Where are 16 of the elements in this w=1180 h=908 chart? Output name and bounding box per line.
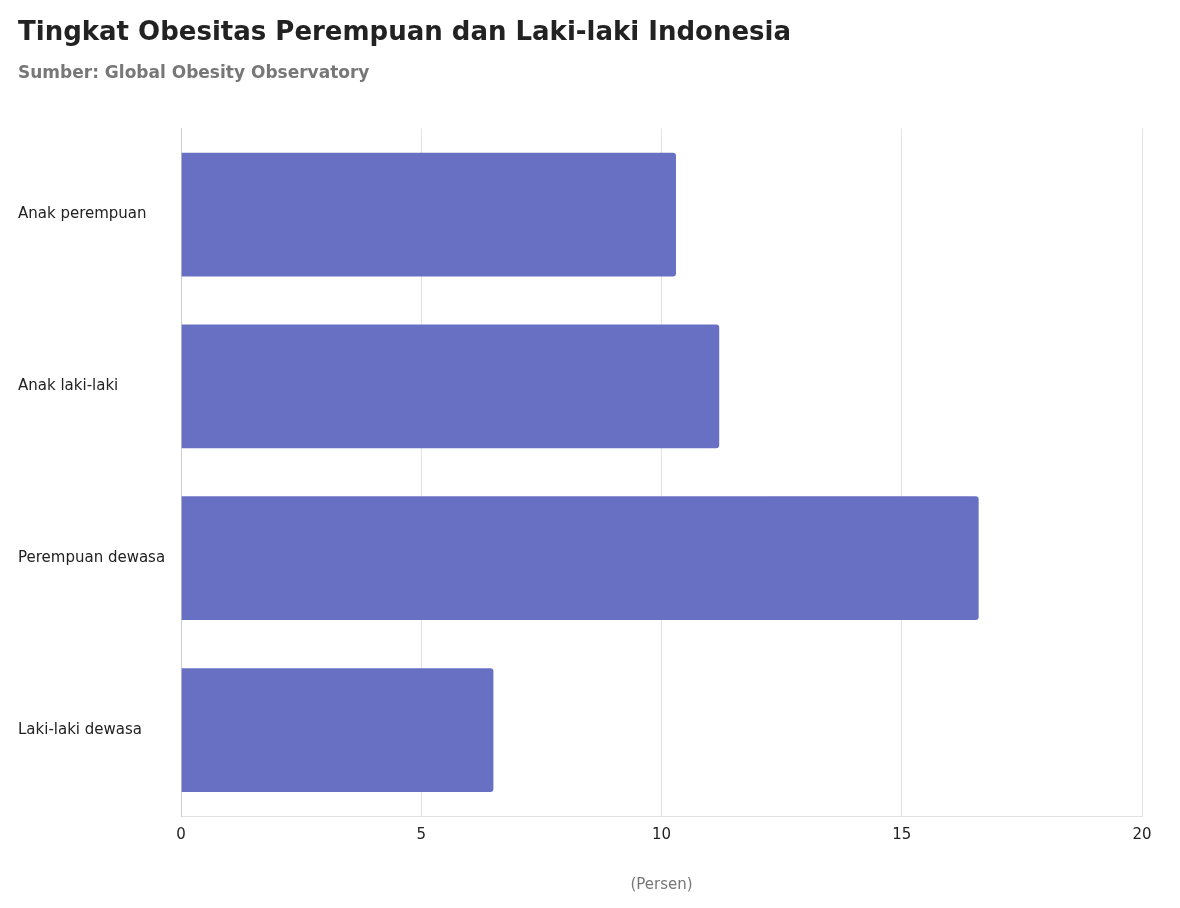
y-tick-label: Laki-laki dewasa — [18, 719, 143, 738]
bar — [181, 496, 979, 621]
chart-title: Tingkat Obesitas Perempuan dan Laki-laki Indonesia — [18, 16, 792, 47]
y-tick-label: Anak perempuan — [18, 204, 147, 223]
x-tick-label: 10 — [652, 824, 672, 843]
x-tick-label: 0 — [176, 824, 186, 843]
bar — [181, 668, 494, 792]
x-tick-label: 15 — [892, 824, 912, 843]
x-tick-label: 5 — [416, 824, 427, 843]
bar — [181, 324, 720, 449]
x-tick-label: 20 — [1132, 824, 1152, 843]
bar — [181, 152, 676, 277]
x-axis-title: (Persen) — [630, 874, 693, 893]
chart-subtitle: Sumber: Global Obesity Observatory — [18, 61, 370, 82]
y-tick-label: Anak laki-laki — [18, 376, 119, 395]
y-tick-label: Perempuan dewasa — [18, 548, 166, 567]
